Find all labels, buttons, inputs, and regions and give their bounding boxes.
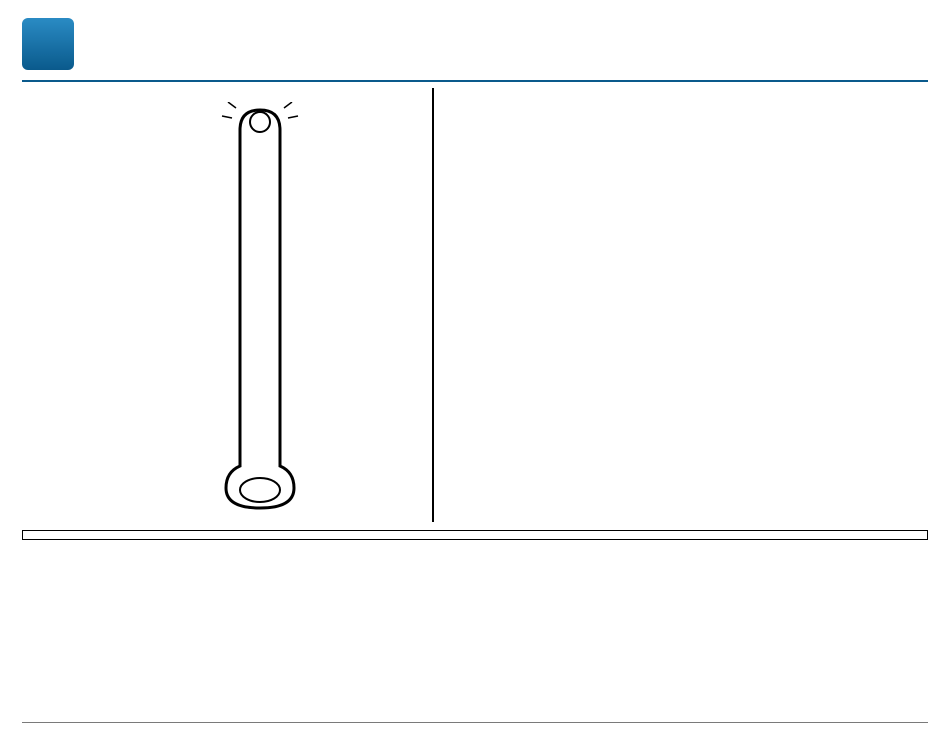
note-box [22, 530, 928, 540]
header [0, 0, 950, 76]
problem-col-right [697, 88, 928, 522]
right-column [432, 88, 928, 522]
footer [22, 722, 928, 727]
left-column [22, 88, 432, 522]
thermometer-area [22, 102, 418, 522]
main-content [0, 88, 950, 522]
problem-col-left [448, 88, 679, 522]
thermometer-graphic [214, 102, 324, 522]
nccn-logo [22, 18, 74, 70]
header-rule [22, 80, 928, 82]
